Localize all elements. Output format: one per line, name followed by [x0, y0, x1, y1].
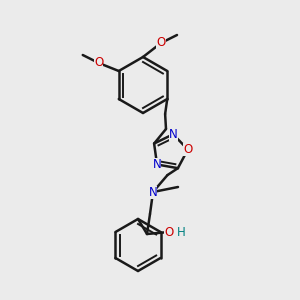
- Text: O: O: [183, 143, 192, 156]
- Text: H: H: [177, 226, 185, 238]
- Text: N: N: [153, 158, 161, 171]
- Text: N: N: [169, 128, 178, 141]
- Text: O: O: [164, 226, 174, 238]
- Text: O: O: [94, 56, 104, 70]
- Text: O: O: [156, 37, 166, 50]
- Text: N: N: [148, 185, 158, 199]
